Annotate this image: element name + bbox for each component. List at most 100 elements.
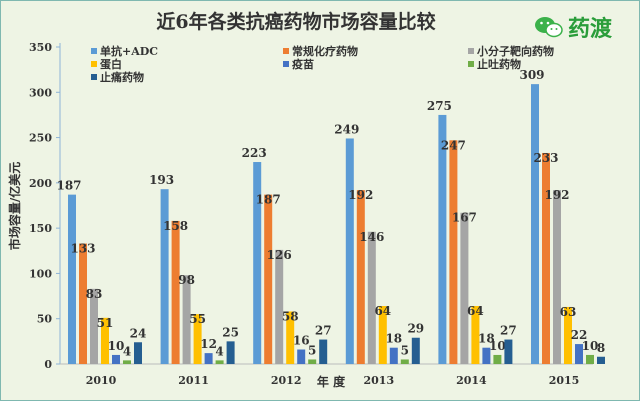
data-label: 58 [282,309,299,323]
data-label: 22 [571,328,588,342]
x-tick-label: 2011 [178,374,209,387]
data-label: 12 [200,337,217,351]
bar [297,349,306,364]
data-label: 27 [500,324,517,338]
data-label: 55 [189,312,206,326]
bar [460,212,469,364]
data-label: 64 [374,304,391,318]
y-tick-label: 200 [29,177,52,190]
bar [367,231,376,364]
x-tick-label: 2013 [363,374,394,387]
bar [308,359,317,364]
y-tick-label: 150 [29,222,52,235]
data-label: 192 [348,188,373,202]
x-axis-label: 年 度 [317,374,346,389]
chart-title: 近6年各类抗癌药物市场容量比较 [156,11,436,33]
bar [253,162,262,364]
legend-swatch [283,61,289,67]
y-tick-label: 0 [44,358,52,371]
legend-swatch [468,61,474,67]
data-label: 4 [215,344,223,358]
y-tick-label: 350 [29,41,52,54]
data-label: 158 [163,219,188,233]
legend-swatch [468,48,474,54]
bar [171,220,180,364]
x-tick-label: 2010 [86,374,117,387]
bar [597,356,605,364]
data-label: 63 [560,305,577,319]
x-tick-label: 2012 [271,374,302,387]
bar [79,243,87,364]
bar [345,138,354,364]
bar [112,354,120,364]
data-label: 249 [334,122,359,136]
bar [215,360,224,364]
data-label: 10 [582,339,599,353]
bar [438,114,447,364]
bar [160,189,169,364]
data-label: 16 [293,334,310,348]
bar [553,190,561,364]
bar [493,354,502,364]
bar [275,249,284,364]
bar [531,84,539,365]
data-label: 18 [385,332,402,346]
data-label: 275 [427,99,452,113]
data-label: 18 [478,332,495,346]
data-label: 167 [452,211,477,225]
bar [356,190,365,364]
y-axis-label: 市场容量/亿美元 [7,162,22,250]
legend-swatch [91,61,97,67]
bar [586,354,594,364]
bar [193,314,202,364]
legend-swatch [283,48,289,54]
y-tick-label: 300 [29,86,52,99]
y-tick-label: 250 [29,132,52,145]
bar [204,353,213,364]
data-label: 233 [533,151,558,165]
wechat-icon [535,17,563,38]
bar [378,306,387,364]
data-label: 27 [315,324,332,338]
data-label: 223 [242,146,267,160]
bar [449,140,458,364]
data-label: 24 [130,326,147,340]
bar [411,337,420,364]
data-label: 193 [149,173,174,187]
bar [389,347,398,364]
legend-swatch [91,48,97,54]
data-label: 64 [467,304,484,318]
bar [68,194,76,364]
data-label: 5 [401,343,409,357]
data-label: 10 [489,339,506,353]
y-tick-label: 50 [37,313,53,326]
data-label: 126 [267,248,292,262]
bar [226,341,235,364]
legend-label: 小分子靶向药物 [476,44,554,58]
data-label: 29 [407,322,424,336]
legend-label: 常规化疗药物 [292,44,358,58]
legend-label: 单抗+ADC [100,44,158,58]
data-label: 25 [222,325,239,339]
bar [471,306,480,364]
data-label: 133 [70,242,95,256]
bar [504,339,513,364]
bar [319,339,328,364]
bar [123,360,131,364]
legend-swatch [91,74,97,80]
data-label: 247 [441,138,466,152]
legend-label: 蛋白 [100,57,122,71]
bar [564,306,572,364]
bar [101,317,109,364]
data-label: 309 [519,68,544,82]
data-label: 10 [108,339,125,353]
bar [90,288,98,364]
bar [542,152,550,364]
data-label: 187 [256,193,281,207]
data-label: 51 [97,316,114,330]
data-label: 187 [56,179,81,193]
data-label: 192 [544,188,569,202]
bar [134,342,142,364]
